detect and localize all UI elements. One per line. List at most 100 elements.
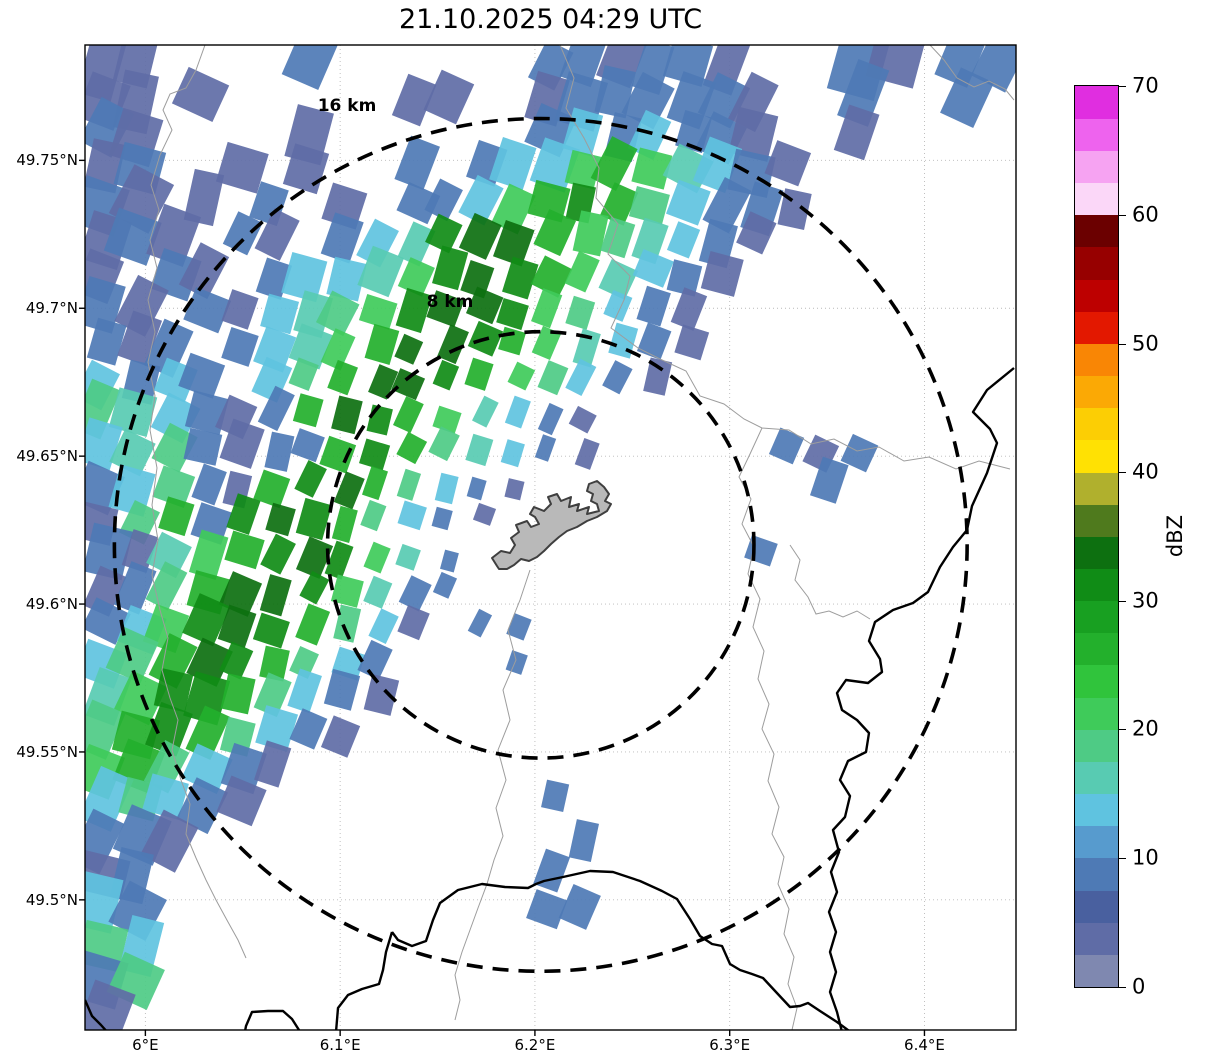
y-tick-label: 49.6°N bbox=[25, 595, 78, 614]
city-area bbox=[491, 480, 612, 570]
radar-cell bbox=[253, 469, 291, 509]
border bbox=[244, 1009, 301, 1030]
radar-cell bbox=[221, 289, 259, 330]
radar-cell bbox=[636, 322, 672, 361]
radar-cell bbox=[602, 360, 633, 395]
radar-cell bbox=[391, 368, 426, 401]
radar-cell bbox=[599, 182, 639, 226]
radar-cell bbox=[366, 404, 393, 436]
radar-cell bbox=[183, 168, 225, 227]
radar-cell bbox=[105, 626, 159, 684]
colorbar-segment bbox=[1075, 761, 1118, 795]
y-tick-label: 49.65°N bbox=[16, 447, 78, 466]
colorbar-segment bbox=[1075, 85, 1118, 119]
radar-cell bbox=[460, 260, 495, 299]
radar-cell bbox=[219, 641, 254, 680]
radar-cell bbox=[662, 45, 714, 87]
radar-cell bbox=[331, 395, 363, 435]
colorbar-segment bbox=[1075, 793, 1118, 827]
radar-cell bbox=[357, 245, 405, 298]
river bbox=[559, 45, 1011, 470]
radar-cell bbox=[491, 183, 536, 235]
colorbar-segment bbox=[1075, 278, 1118, 312]
colorbar-segment bbox=[1075, 600, 1118, 634]
radar-cell bbox=[465, 433, 494, 467]
radar-cell bbox=[363, 674, 400, 716]
radar-cell bbox=[572, 328, 601, 368]
radar-cell bbox=[327, 359, 359, 396]
y-tick-label: 49.7°N bbox=[25, 299, 78, 318]
radar-cell bbox=[368, 364, 399, 400]
radar-cell bbox=[505, 650, 528, 675]
radar-cell bbox=[181, 743, 233, 795]
colorbar-unit-label: dBZ bbox=[1163, 514, 1187, 558]
radar-cell bbox=[598, 258, 639, 300]
x-tick-label: 6.2°E bbox=[514, 1036, 556, 1054]
radar-cell bbox=[153, 668, 194, 713]
radar-cell bbox=[85, 417, 123, 471]
radar-cell bbox=[333, 471, 365, 510]
radar-cell bbox=[632, 249, 674, 288]
radar-cell bbox=[590, 136, 638, 192]
colorbar-segment bbox=[1075, 632, 1118, 666]
radar-cell bbox=[472, 502, 497, 526]
colorbar-segment bbox=[1075, 954, 1118, 987]
radar-cell bbox=[320, 212, 364, 264]
radar-cell bbox=[287, 668, 322, 714]
radar-cell bbox=[151, 422, 198, 473]
colorbar-tick bbox=[1119, 343, 1126, 345]
radar-cell bbox=[320, 328, 356, 371]
radar-cell bbox=[809, 456, 849, 504]
radar-cell bbox=[178, 242, 230, 300]
radar-cell bbox=[643, 357, 673, 396]
range-ring-16km bbox=[112, 116, 969, 974]
x-tick-label: 6.4°E bbox=[904, 1036, 945, 1054]
river bbox=[147, 45, 247, 959]
radar-cell bbox=[108, 387, 158, 438]
radar-cell bbox=[289, 645, 319, 679]
colorbar-tick bbox=[1119, 986, 1126, 988]
radar-cell bbox=[395, 287, 433, 334]
radar-cell bbox=[394, 333, 424, 365]
tick-marks bbox=[79, 159, 926, 1036]
radar-cell bbox=[145, 701, 193, 757]
border bbox=[85, 999, 108, 1030]
radar-cell bbox=[255, 705, 299, 752]
radar-cell bbox=[768, 427, 805, 465]
radar-cell bbox=[397, 604, 430, 641]
radar-cell bbox=[226, 493, 261, 535]
radar-cell bbox=[320, 715, 361, 758]
radar-cell bbox=[736, 211, 777, 255]
radar-cell bbox=[666, 259, 703, 297]
radar-cell bbox=[426, 290, 465, 328]
radar-cell bbox=[458, 174, 504, 226]
radar-cell bbox=[500, 439, 525, 468]
radar-cell bbox=[254, 208, 300, 261]
radar-cell bbox=[670, 287, 708, 331]
radar-cell bbox=[564, 251, 600, 293]
colorbar-segment bbox=[1075, 343, 1118, 377]
radar-cell bbox=[85, 979, 136, 1030]
radar-cell bbox=[259, 574, 292, 617]
radar-cell bbox=[424, 178, 463, 222]
radar-cell bbox=[315, 290, 360, 337]
x-tick-label: 6.3°E bbox=[709, 1036, 751, 1054]
radar-cell bbox=[281, 45, 338, 91]
radar-cell bbox=[326, 256, 367, 302]
radar-cell bbox=[295, 497, 332, 541]
colorbar-tick-label: 20 bbox=[1132, 716, 1159, 741]
radar-cell bbox=[321, 182, 368, 230]
radar-cell bbox=[219, 716, 256, 757]
radar-cell bbox=[537, 360, 569, 396]
radar-cell bbox=[507, 361, 536, 391]
radar-cell bbox=[631, 147, 673, 190]
radar-cell bbox=[558, 883, 601, 930]
radar-cell bbox=[425, 213, 463, 254]
radar-cell bbox=[600, 216, 636, 259]
radar-cell bbox=[222, 211, 263, 256]
radar-cell bbox=[85, 808, 125, 875]
radar-cell bbox=[85, 699, 126, 760]
radar-cell bbox=[364, 323, 400, 366]
range-ring-8km bbox=[325, 329, 756, 760]
